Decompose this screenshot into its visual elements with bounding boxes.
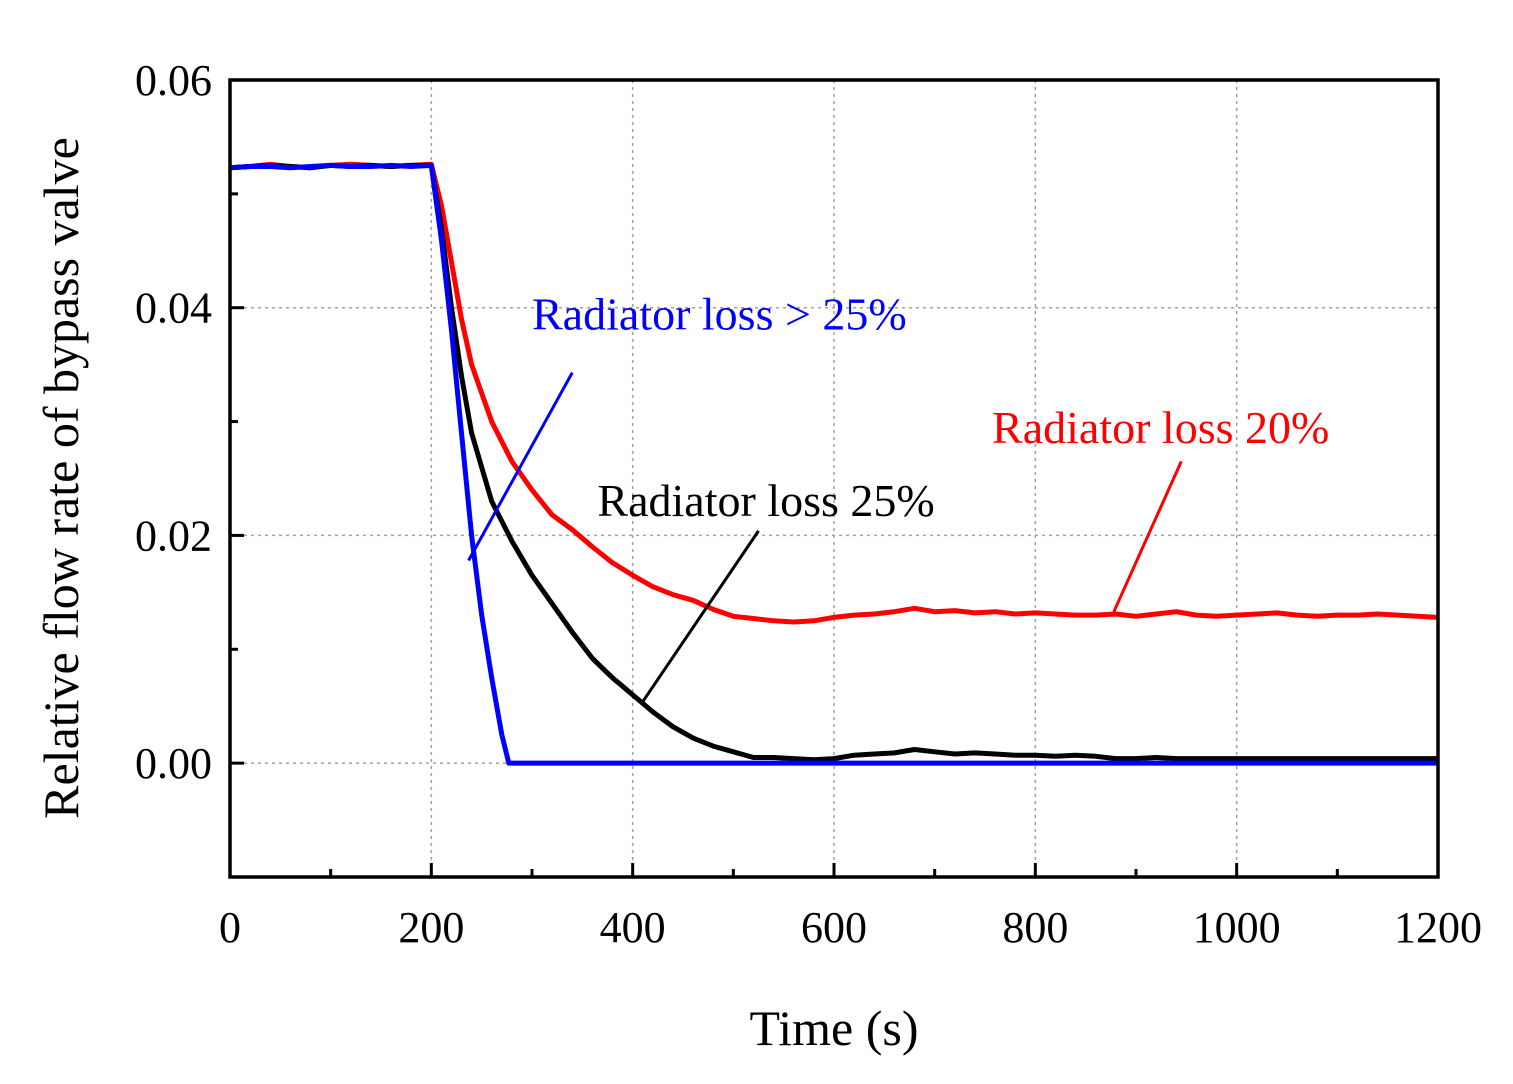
x-tick-label: 0 <box>219 903 241 952</box>
series-layer <box>230 161 1438 766</box>
x-tick-label: 200 <box>398 903 464 952</box>
y-tick-label: 0.02 <box>135 511 212 560</box>
x-tick-label: 600 <box>801 903 867 952</box>
annotation-leaders <box>467 371 1183 703</box>
series-line-radiator-loss-25 <box>230 162 1438 766</box>
y-tick-label: 0.04 <box>135 284 212 333</box>
x-tick-label: 1200 <box>1394 903 1482 952</box>
x-tick-label: 800 <box>1002 903 1068 952</box>
x-tick-label: 400 <box>600 903 666 952</box>
axis-ticks <box>228 78 1440 879</box>
x-axis-title: Time (s) <box>749 1000 918 1056</box>
y-axis-title: Relative flow rate of bypass valve <box>33 137 89 819</box>
tick-labels: 0 200 400 600 800 1000 1200 0.00 0.02 0.04 0.06 <box>135 56 1482 952</box>
annotation-leader-line <box>467 371 574 562</box>
x-tick-label: 1000 <box>1193 903 1281 952</box>
annotation-label: Radiator loss 20% <box>992 402 1329 453</box>
annotation-leader-line <box>1112 460 1183 613</box>
annotation-label: Radiator loss 25% <box>597 475 934 526</box>
annotations: Radiator loss > 25% Radiator loss 20% Radi… <box>532 288 1329 526</box>
annotation-leader-line <box>641 530 760 703</box>
y-tick-label: 0.00 <box>135 739 212 788</box>
y-tick-label: 0.06 <box>135 56 212 105</box>
annotation-label: Radiator loss > 25% <box>532 288 907 339</box>
